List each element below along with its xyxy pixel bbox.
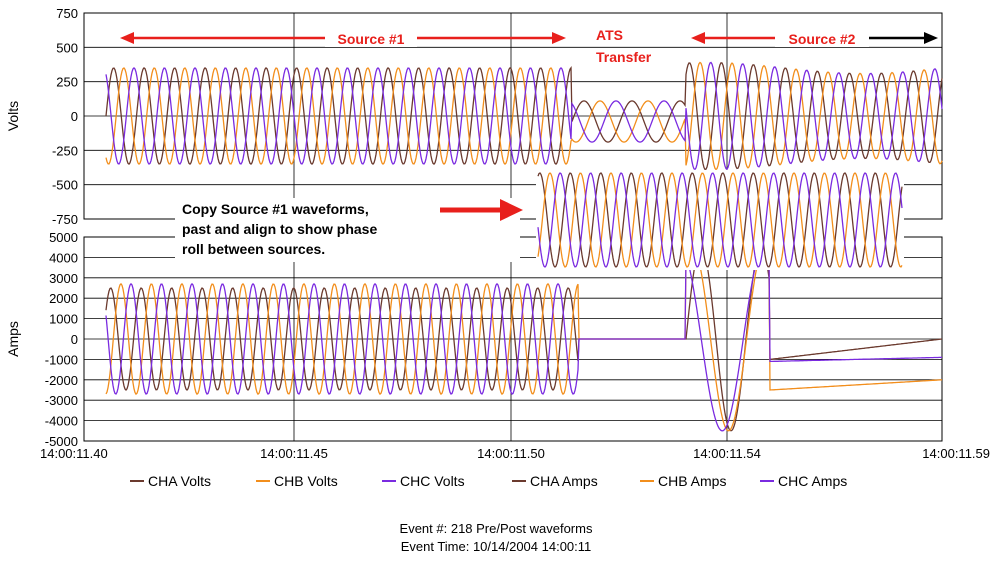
amps-axis-label: Amps [5, 321, 21, 357]
volts-tick-label: -250 [52, 143, 78, 158]
amps-series-chb-amps [105, 246, 943, 432]
ats-label-line1: ATS [596, 27, 623, 43]
amps-tick-label: -3000 [45, 393, 78, 408]
x-tick-label: 14:00:11.45 [260, 446, 328, 461]
amps-tick-label: 2000 [49, 291, 78, 306]
amps-tick-label: 5000 [49, 230, 78, 245]
volts-tick-label: 500 [56, 40, 78, 55]
legend-label: CHC Amps [778, 473, 847, 489]
amps-series-chc-amps [105, 246, 942, 432]
volts-series-cha-volts [105, 62, 943, 171]
annotations: Source #1 ATS Transfer Source #2 Copy So… [120, 27, 938, 262]
ats-label-line2: Transfer [596, 49, 652, 65]
amps-tick-label: 0 [71, 332, 78, 347]
x-tick-label: 14:00:11.54 [693, 446, 761, 461]
source2-label: Source #2 [789, 31, 856, 47]
volts-waveforms [105, 61, 943, 171]
volts-y-ticks: 750 500 250 0 -250 -500 -750 [52, 6, 78, 227]
volts-tick-label: -750 [52, 212, 78, 227]
source1-arrow-right-head [552, 32, 566, 44]
copy-overlay [536, 170, 904, 270]
copied-series-chb-volts [537, 172, 903, 268]
x-tick-label: 14:00:11.50 [477, 446, 545, 461]
waveform-chart: 750 500 250 0 -250 -500 -750 Volts 5000 4000 300… [5, 6, 990, 489]
x-tick-label: 14:00:11.40 [40, 446, 108, 461]
source2-arrow-left-head [691, 32, 705, 44]
volts-axis-label: Volts [5, 101, 21, 131]
copied-series-cha-volts [537, 172, 903, 268]
amps-waveforms [105, 246, 943, 432]
volts-tick-label: -500 [52, 178, 78, 193]
copy-arrow-head [500, 199, 523, 221]
legend-label: CHB Amps [658, 473, 726, 489]
amps-series-cha-amps [105, 246, 943, 432]
amps-tick-label: -4000 [45, 414, 78, 429]
volts-tick-label: 0 [71, 109, 78, 124]
legend-label: CHB Volts [274, 473, 338, 489]
source2-label-bg [775, 30, 869, 47]
source1-label-bg [325, 30, 417, 47]
volts-tick-label: 250 [56, 75, 78, 90]
volts-tick-label: 750 [56, 6, 78, 21]
copied-series-chc-volts [537, 172, 903, 268]
legend-label: CHA Amps [530, 473, 598, 489]
source2-continue-arrow-head [924, 32, 938, 44]
copy-note-line1: Copy Source #1 waveforms, [182, 201, 369, 217]
amps-y-ticks: 5000 4000 3000 2000 1000 0 -1000 -2000 -3000 -400… [45, 230, 78, 449]
source1-arrow-left-head [120, 32, 134, 44]
volts-series-chc-volts [105, 61, 943, 171]
copy-note-line3: roll between sources. [182, 241, 325, 257]
amps-tick-label: -5000 [45, 434, 78, 449]
source1-label: Source #1 [338, 31, 405, 47]
amps-tick-label: 3000 [49, 271, 78, 286]
legend-label: CHA Volts [148, 473, 211, 489]
legend-label: CHC Volts [400, 473, 465, 489]
x-axis-ticks: 14:00:11.40 14:00:11.45 14:00:11.50 14:00:1… [40, 446, 990, 461]
x-tick-label: 14:00:11.59 [922, 446, 990, 461]
legend: CHA Volts CHB Volts CHC Volts CHA Amps CHB A… [130, 473, 847, 489]
amps-tick-label: -1000 [45, 352, 78, 367]
volts-series-chb-volts [105, 61, 943, 171]
amps-tick-label: 4000 [49, 250, 78, 265]
amps-tick-label: 1000 [49, 312, 78, 327]
event-number: Event #: 218 Pre/Post waveforms [399, 521, 593, 536]
amps-panel: 5000 4000 3000 2000 1000 0 -1000 -2000 -3000 -400… [5, 230, 943, 449]
amps-tick-label: -2000 [45, 373, 78, 388]
event-time: Event Time: 10/14/2004 14:00:11 [400, 539, 592, 554]
copy-note-line2: past and align to show phase [182, 221, 377, 237]
